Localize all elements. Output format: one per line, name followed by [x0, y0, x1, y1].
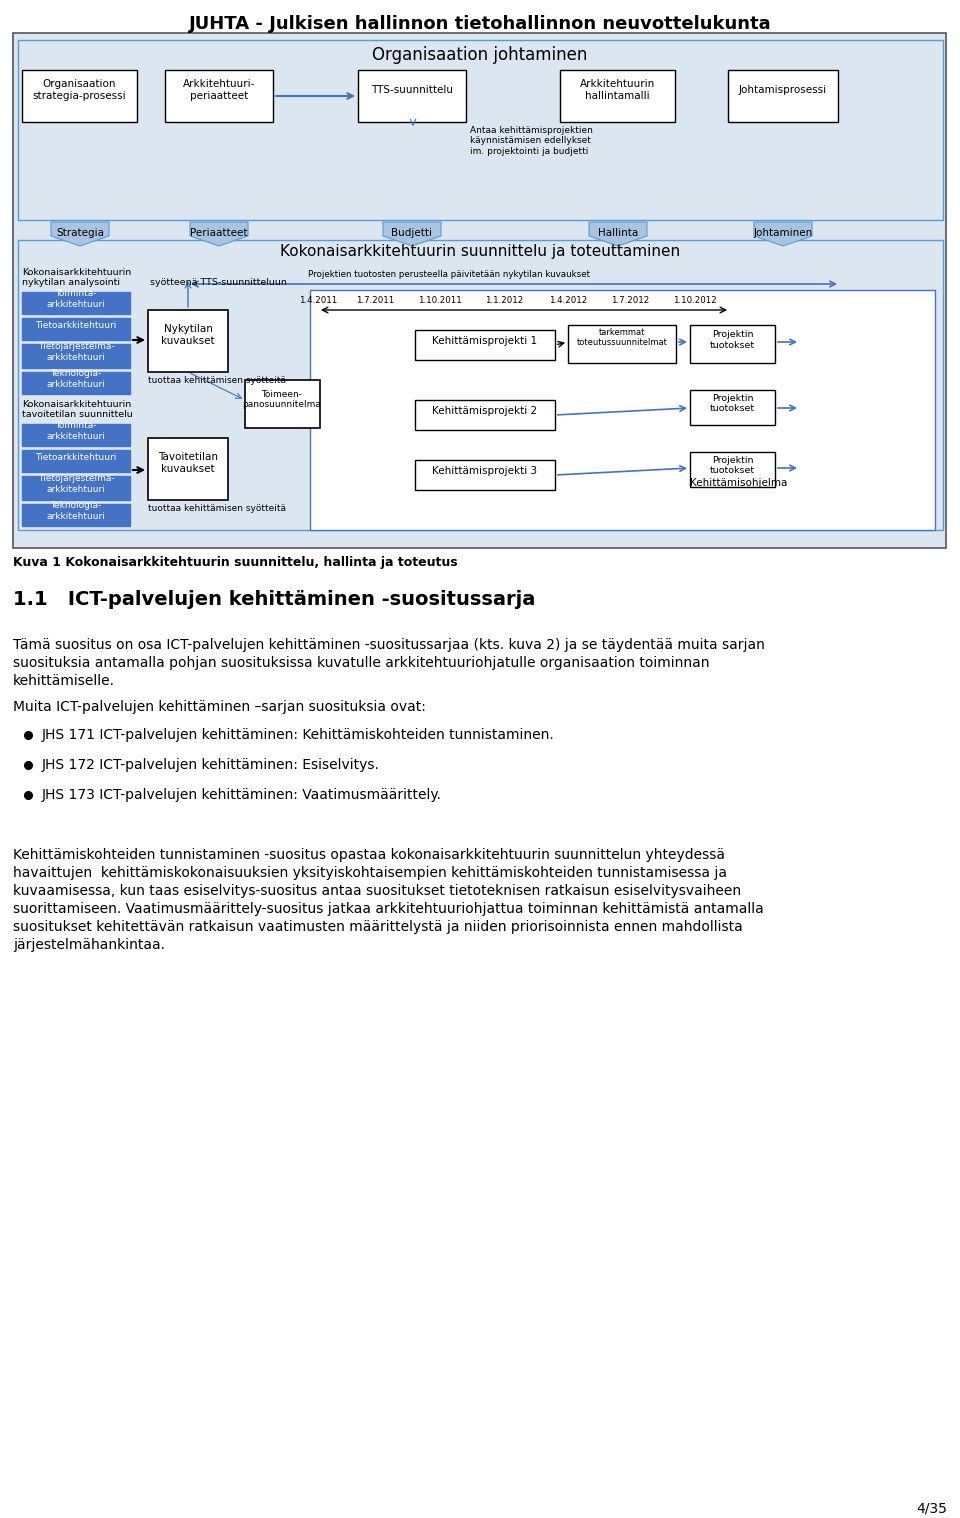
FancyBboxPatch shape: [358, 70, 466, 121]
Text: Toimeen-
panosuunnitelma: Toimeen- panosuunnitelma: [243, 390, 322, 410]
Text: Kehittämisprojekti 1: Kehittämisprojekti 1: [432, 335, 538, 346]
Text: Kehittämisprojekti 2: Kehittämisprojekti 2: [432, 405, 538, 416]
Text: Teknologia-
arkkitehtuuri: Teknologia- arkkitehtuuri: [47, 501, 106, 521]
Text: kuvaamisessa, kun taas esiselvitys-suositus antaa suositukset tietoteknisen ratk: kuvaamisessa, kun taas esiselvitys-suosi…: [13, 883, 741, 899]
FancyBboxPatch shape: [22, 372, 130, 395]
Text: Projektin
tuotokset: Projektin tuotokset: [710, 393, 756, 413]
Text: Kehittämisprojekti 3: Kehittämisprojekti 3: [432, 466, 538, 477]
Text: Kokonaisarkkitehtuurin
tavoitetilan suunnittelu: Kokonaisarkkitehtuurin tavoitetilan suun…: [22, 401, 132, 419]
FancyBboxPatch shape: [22, 504, 130, 527]
FancyBboxPatch shape: [165, 70, 273, 121]
Text: Projektin
tuotokset: Projektin tuotokset: [710, 331, 756, 349]
Text: suositukset kehitettävän ratkaisun vaatimusten määrittelystä ja niiden priorisoi: suositukset kehitettävän ratkaisun vaati…: [13, 920, 743, 934]
FancyBboxPatch shape: [22, 449, 130, 472]
FancyArrow shape: [754, 222, 812, 246]
Text: Arkkitehtuurin
hallintamalli: Arkkitehtuurin hallintamalli: [580, 79, 655, 100]
Text: 1.10.2011: 1.10.2011: [419, 296, 462, 305]
Text: TTS-suunnittelu: TTS-suunnittelu: [371, 85, 453, 96]
Text: Tavoitetilan
kuvaukset: Tavoitetilan kuvaukset: [158, 452, 218, 474]
Text: Kokonaisarkkitehtuurin suunnittelu ja toteuttaminen: Kokonaisarkkitehtuurin suunnittelu ja to…: [280, 244, 680, 260]
FancyBboxPatch shape: [18, 39, 943, 220]
FancyBboxPatch shape: [245, 380, 320, 428]
Text: 1.7.2012: 1.7.2012: [611, 296, 649, 305]
Text: JHS 172 ICT-palvelujen kehittäminen: Esiselvitys.: JHS 172 ICT-palvelujen kehittäminen: Esi…: [42, 757, 380, 773]
Text: 4/35: 4/35: [916, 1501, 947, 1516]
FancyBboxPatch shape: [22, 424, 130, 446]
Text: JHS 173 ICT-palvelujen kehittäminen: Vaatimusmäärittely.: JHS 173 ICT-palvelujen kehittäminen: Vaa…: [42, 788, 442, 802]
Text: Budjetti: Budjetti: [392, 228, 433, 238]
Text: Tietojärjestelmä-
arkkitehtuuri: Tietojärjestelmä- arkkitehtuuri: [37, 342, 114, 361]
Text: 1.4.2012: 1.4.2012: [549, 296, 588, 305]
Text: Projektin
tuotokset: Projektin tuotokset: [710, 455, 756, 475]
Text: kehittämiselle.: kehittämiselle.: [13, 674, 115, 688]
Text: 1.4.2011: 1.4.2011: [299, 296, 337, 305]
Text: Kehittämisohjelma: Kehittämisohjelma: [690, 478, 787, 487]
Text: järjestelmähankintaa.: järjestelmähankintaa.: [13, 938, 165, 952]
FancyBboxPatch shape: [415, 401, 555, 430]
FancyBboxPatch shape: [22, 345, 130, 367]
FancyArrow shape: [51, 222, 109, 246]
Text: 1.7.2011: 1.7.2011: [356, 296, 395, 305]
FancyBboxPatch shape: [415, 460, 555, 490]
FancyArrow shape: [383, 222, 441, 246]
FancyBboxPatch shape: [690, 325, 775, 363]
Text: Kehittämiskohteiden tunnistaminen -suositus opastaa kokonaisarkkitehtuurin suunn: Kehittämiskohteiden tunnistaminen -suosi…: [13, 849, 725, 862]
Text: havaittujen  kehittämiskokonaisuuksien yksityiskohtaisempien kehittämiskohteiden: havaittujen kehittämiskokonaisuuksien yk…: [13, 865, 727, 880]
Text: Nykytilan
kuvaukset: Nykytilan kuvaukset: [161, 323, 215, 346]
FancyArrow shape: [589, 222, 647, 246]
Text: Tietoarkkitehtuuri: Tietoarkkitehtuuri: [36, 320, 117, 329]
Text: Strategia: Strategia: [56, 228, 104, 238]
Text: Hallinta: Hallinta: [598, 228, 638, 238]
FancyBboxPatch shape: [560, 70, 675, 121]
Text: suosituksia antamalla pohjan suosituksissa kuvatulle arkkitehtuuriohjatulle orga: suosituksia antamalla pohjan suosituksis…: [13, 656, 709, 669]
FancyBboxPatch shape: [310, 290, 935, 530]
Text: Toiminta-
arkkitehtuuri: Toiminta- arkkitehtuuri: [47, 422, 106, 440]
Text: tarkemmat
toteutussuunnitelmat: tarkemmat toteutussuunnitelmat: [577, 328, 667, 348]
Text: 1.10.2012: 1.10.2012: [673, 296, 717, 305]
Text: Muita ICT-palvelujen kehittäminen –sarjan suosituksia ovat:: Muita ICT-palvelujen kehittäminen –sarja…: [13, 700, 426, 713]
FancyBboxPatch shape: [415, 329, 555, 360]
Text: tuottaa kehittämisen syötteitä: tuottaa kehittämisen syötteitä: [148, 504, 286, 513]
Text: Teknologia-
arkkitehtuuri: Teknologia- arkkitehtuuri: [47, 369, 106, 389]
Text: Tämä suositus on osa ICT-palvelujen kehittäminen -suositussarjaa (kts. kuva 2) j: Tämä suositus on osa ICT-palvelujen kehi…: [13, 638, 765, 653]
FancyBboxPatch shape: [148, 439, 228, 499]
FancyBboxPatch shape: [22, 70, 137, 121]
Text: Kuva 1 Kokonaisarkkitehtuurin suunnittelu, hallinta ja toteutus: Kuva 1 Kokonaisarkkitehtuurin suunnittel…: [13, 556, 458, 569]
Text: Antaa kehittämisprojektien
käynnistämisen edellykset
im. projektointi ja budjett: Antaa kehittämisprojektien käynnistämise…: [470, 126, 593, 156]
Text: JUHTA - Julkisen hallinnon tietohallinnon neuvottelukunta: JUHTA - Julkisen hallinnon tietohallinno…: [189, 15, 771, 33]
FancyBboxPatch shape: [18, 240, 943, 530]
FancyArrow shape: [190, 222, 248, 246]
FancyBboxPatch shape: [22, 317, 130, 340]
Text: 1.1.2012: 1.1.2012: [485, 296, 523, 305]
FancyBboxPatch shape: [568, 325, 676, 363]
Text: suorittamiseen. Vaatimusmäärittely-suositus jatkaa arkkitehtuuriohjattua toiminn: suorittamiseen. Vaatimusmäärittely-suosi…: [13, 902, 764, 915]
FancyBboxPatch shape: [22, 477, 130, 499]
Text: Periaatteet: Periaatteet: [190, 228, 248, 238]
Text: Organisaation johtaminen: Organisaation johtaminen: [372, 46, 588, 64]
Text: JHS 171 ICT-palvelujen kehittäminen: Kehittämiskohteiden tunnistaminen.: JHS 171 ICT-palvelujen kehittäminen: Keh…: [42, 729, 555, 742]
FancyBboxPatch shape: [690, 390, 775, 425]
FancyBboxPatch shape: [22, 291, 130, 314]
Text: Johtaminen: Johtaminen: [754, 228, 812, 238]
FancyBboxPatch shape: [728, 70, 838, 121]
Text: Organisaation
strategia-prosessi: Organisaation strategia-prosessi: [33, 79, 127, 100]
Text: Johtamisprosessi: Johtamisprosessi: [739, 85, 828, 96]
Text: syötteenä TTS-suunnitteluun: syötteenä TTS-suunnitteluun: [150, 278, 287, 287]
Text: tuottaa kehittämisen syötteitä: tuottaa kehittämisen syötteitä: [148, 376, 286, 386]
Text: Kokonaisarkkitehtuurin
nykytilan analysointi: Kokonaisarkkitehtuurin nykytilan analyso…: [22, 269, 132, 287]
FancyBboxPatch shape: [690, 452, 775, 487]
Text: Projektien tuotosten perusteella päivitetään nykytilan kuvaukset: Projektien tuotosten perusteella päivite…: [308, 270, 590, 279]
Text: Tietoarkkitehtuuri: Tietoarkkitehtuuri: [36, 452, 117, 461]
Text: Arkkitehtuuri-
periaatteet: Arkkitehtuuri- periaatteet: [182, 79, 255, 100]
Text: 1.1   ICT-palvelujen kehittäminen -suositussarja: 1.1 ICT-palvelujen kehittäminen -suositu…: [13, 591, 536, 609]
Text: Toiminta-
arkkitehtuuri: Toiminta- arkkitehtuuri: [47, 290, 106, 308]
Text: Tietojärjestelmä-
arkkitehtuuri: Tietojärjestelmä- arkkitehtuuri: [37, 474, 114, 493]
FancyBboxPatch shape: [148, 310, 228, 372]
FancyBboxPatch shape: [13, 33, 946, 548]
